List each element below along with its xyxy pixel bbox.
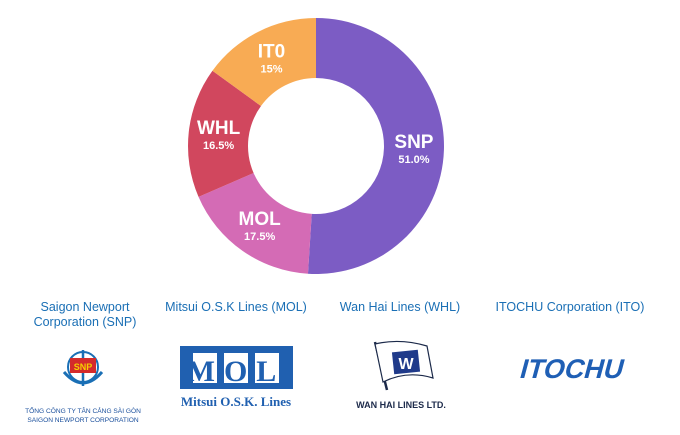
slice-value-whl: 16.5%: [203, 140, 234, 152]
slice-label-ito: IT0: [258, 42, 285, 63]
snp-logo-mark: SNP: [74, 362, 93, 372]
company-mol-name: Mitsui O.S.K Lines (MOL): [165, 300, 307, 314]
company-list: Saigon Newport Corporation (SNP) SNP TỔN…: [0, 300, 680, 435]
company-ito-name: ITOCHU Corporation (ITO): [495, 300, 645, 314]
company-mol: Mitsui O.S.K Lines (MOL) MOL Mitsui O.S.…: [151, 300, 321, 409]
snp-logo-caption-vn: TỔNG CÔNG TY TÂN CẢNG SÀI GÒN: [25, 406, 141, 415]
slice-label-snp: SNP: [394, 132, 433, 153]
wan-hai-flag-logo: W WAN HAI LINES LTD.: [356, 340, 446, 410]
company-whl: Wan Hai Lines (WHL) W WAN HAI LINES LTD.: [315, 300, 485, 410]
company-snp-name-line2: Corporation (SNP): [33, 315, 137, 329]
whl-logo-text: WAN HAI LINES LTD.: [356, 400, 446, 410]
saigon-newport-anchor-logo: SNP TỔNG CÔNG TY TÂN CẢNG SÀI GÒN SAIGON…: [25, 350, 141, 424]
mol-logo: MOL Mitsui O.S.K. Lines: [180, 346, 293, 409]
company-snp: Saigon Newport Corporation (SNP) SNP TỔN…: [0, 300, 170, 424]
slice-value-ito: 15%: [260, 64, 282, 76]
slice-value-snp: 51.0%: [398, 154, 429, 166]
slice-mol: [198, 173, 312, 274]
slice-label-mol: MOL: [239, 209, 282, 230]
slice-label-whl: WHL: [197, 118, 241, 139]
itochu-logo: ITOCHU: [517, 352, 628, 384]
company-snp-name-line1: Saigon Newport: [40, 300, 130, 314]
mol-logo-mark: MOL: [187, 355, 286, 388]
company-ito: ITOCHU Corporation (ITO) ITOCHU: [485, 300, 655, 384]
slice-value-mol: 17.5%: [244, 231, 275, 243]
company-whl-name: Wan Hai Lines (WHL): [339, 300, 461, 314]
slice-snp: [307, 18, 444, 274]
slice-ito: [212, 18, 316, 107]
slice-whl: [187, 70, 261, 197]
donut-slices: [187, 18, 444, 274]
mol-logo-text: Mitsui O.S.K. Lines: [181, 394, 291, 409]
snp-logo-caption-en: SAIGON NEWPORT CORPORATION: [27, 417, 139, 424]
itochu-logo-mark: ITOCHU: [517, 353, 628, 383]
whl-logo-mark: W: [398, 356, 414, 373]
